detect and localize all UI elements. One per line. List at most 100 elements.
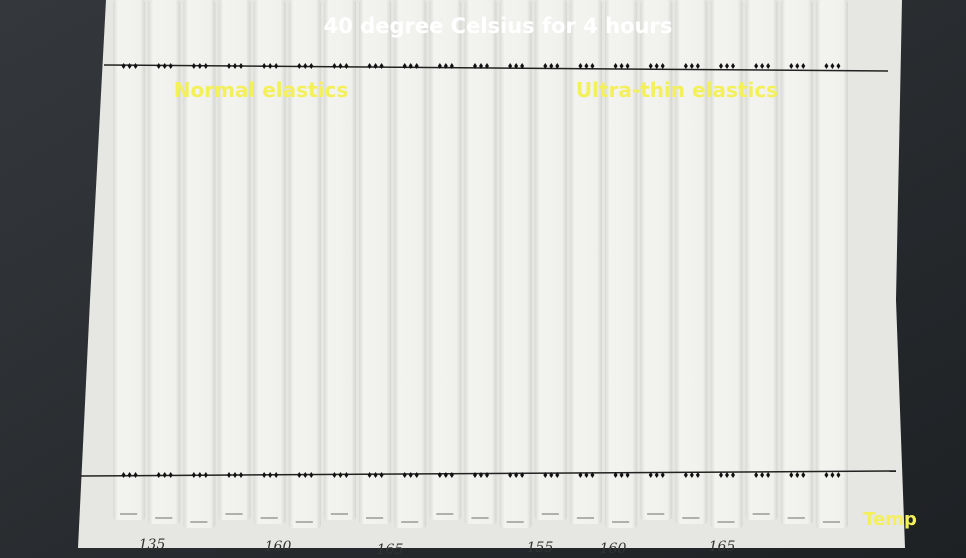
mark [660,472,665,478]
mark [766,472,771,478]
mark [836,472,841,478]
mark [443,472,448,478]
mark [584,63,589,69]
mark [625,472,630,478]
mark [233,63,237,69]
mark [156,472,161,478]
mark [121,472,126,478]
mark [402,472,407,478]
mark [239,63,243,69]
mark [303,63,308,69]
elastic-strip [745,0,778,520]
mark [731,63,735,69]
mark [408,63,413,69]
mark [725,472,729,478]
mark [590,63,595,69]
mark [262,472,267,478]
elastic-strip [253,0,286,524]
mark [379,472,384,478]
marks [121,63,841,478]
mark [239,472,243,478]
mark [789,63,794,69]
mark [443,63,448,69]
mark [619,472,624,478]
mark [830,63,835,69]
mark [338,63,343,69]
elastic-strip [780,0,813,524]
mark [133,472,138,478]
elastic-strip [534,0,567,520]
mark [625,63,630,69]
mark [731,472,735,478]
mark [233,472,237,478]
group-label: Normal elastics [174,78,349,102]
mark [303,472,308,478]
mark [549,472,554,478]
mark [373,472,378,478]
mark [689,472,694,478]
mark [689,63,694,69]
mark [760,63,765,69]
elastic-strip [675,0,708,524]
mark [437,472,442,478]
mark [168,63,173,69]
mark [332,63,337,69]
mark [725,63,729,69]
mark [344,63,349,69]
mark [162,472,167,478]
elastic-strip [499,0,532,528]
handwritten-label: 165 [377,542,404,558]
mark [654,63,659,69]
mark [274,472,279,478]
mark [613,472,618,478]
mark [520,472,525,478]
mark [367,63,372,69]
elastic-strip [429,0,462,520]
mark [227,63,231,69]
mark [695,63,700,69]
mark [133,63,138,69]
mark [297,472,302,478]
mark [437,63,442,69]
mark [485,63,489,69]
mark [584,472,589,478]
mark [485,472,489,478]
mark [801,472,806,478]
mark [168,472,173,478]
mark [262,63,267,69]
mark [648,472,653,478]
mark [754,63,759,69]
elastic-strip [710,0,743,528]
mark [373,63,378,69]
elastic-strip [218,0,251,520]
elastic-strip [359,0,392,524]
handwritten-label: 155 [527,540,554,556]
mark [449,63,454,69]
mark [555,63,560,69]
mark [402,63,407,69]
mark [268,63,273,69]
mark [414,472,419,478]
mark [191,63,196,69]
mark [121,63,126,69]
mark [719,472,723,478]
group-label: Ultra-thin elastics [576,78,778,102]
mark [514,63,519,69]
mark [508,63,513,69]
elastic-strip [394,0,427,528]
mark [203,63,208,69]
elastic-strip [569,0,602,524]
mark [719,63,723,69]
mark [191,472,196,478]
mark [309,63,314,69]
mark [789,472,794,478]
mark [473,472,477,478]
mark [227,472,231,478]
handwritten-label: 160 [265,539,292,555]
mark [162,63,167,69]
mark [549,63,554,69]
mark [660,63,665,69]
mark [514,472,519,478]
elastic-strip [288,0,321,528]
